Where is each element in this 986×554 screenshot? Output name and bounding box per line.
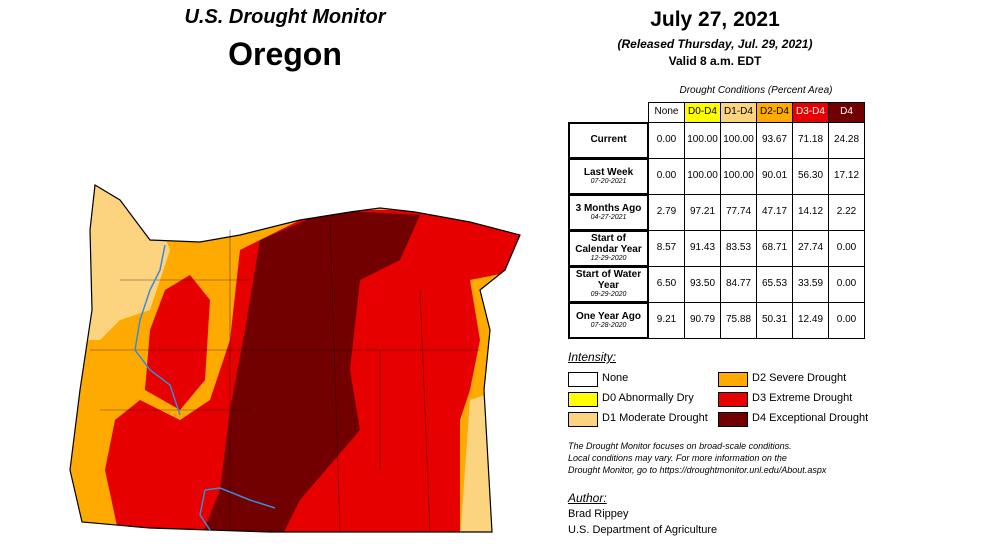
table-cell: 0.00 — [828, 230, 865, 267]
column-header: D0-D4 — [684, 102, 721, 123]
table-cell: 47.17 — [756, 194, 793, 231]
author-title: Author: — [568, 491, 607, 505]
table-cell: 83.53 — [720, 230, 757, 267]
table-cell: 14.12 — [792, 194, 829, 231]
d3-area — [145, 275, 210, 410]
legend-title: Intensity: — [568, 350, 617, 364]
table-cell: 75.88 — [720, 302, 757, 339]
legend-swatch — [718, 412, 748, 427]
row-header: Current — [568, 122, 649, 159]
table-cell: 2.22 — [828, 194, 865, 231]
table-cell: 93.50 — [684, 266, 721, 303]
table-cell: 93.67 — [756, 122, 793, 159]
table-cell: 90.79 — [684, 302, 721, 339]
table-cell: 8.57 — [648, 230, 685, 267]
table-cell: 84.77 — [720, 266, 757, 303]
note-line: Local conditions may vary. For more info… — [568, 453, 787, 463]
column-header: D2-D4 — [756, 102, 793, 123]
table-cell: 17.12 — [828, 158, 865, 195]
row-label: Last Week — [583, 166, 634, 178]
legend-swatch — [568, 392, 598, 407]
county-lines — [90, 219, 480, 531]
date: July 27, 2021 — [650, 8, 780, 31]
table-cell: 77.74 — [720, 194, 757, 231]
table-cell: 71.18 — [792, 122, 829, 159]
column-header: D1-D4 — [720, 102, 757, 123]
table-cell: 9.21 — [648, 302, 685, 339]
row-header: 3 Months Ago 04-27-2021 — [568, 194, 649, 231]
table-cell: 0.00 — [648, 122, 685, 159]
state: Oregon — [228, 36, 342, 72]
legend-label: D0 Abnormally Dry — [602, 392, 694, 404]
table-cell: 6.50 — [648, 266, 685, 303]
row-label: Current — [590, 134, 627, 146]
row-header: Start of Calendar Year 12-29-2020 — [568, 230, 649, 267]
table-cell: 91.43 — [684, 230, 721, 267]
table-cell: 24.28 — [828, 122, 865, 159]
table-cell: 90.01 — [756, 158, 793, 195]
row-header: One Year Ago 07-28-2020 — [568, 302, 649, 339]
legend-swatch — [568, 372, 598, 387]
table-cell: 27.74 — [792, 230, 829, 267]
table-cell: 100.00 — [720, 122, 757, 159]
table-cell: 12.49 — [792, 302, 829, 339]
table-cell: 2.79 — [648, 194, 685, 231]
row-date: 07-20-2021 — [590, 178, 627, 186]
table-cell: 65.53 — [756, 266, 793, 303]
legend-label: None — [602, 372, 629, 384]
table-cell: 68.71 — [756, 230, 793, 267]
valid: Valid 8 a.m. EDT — [668, 54, 762, 68]
released: (Released Thursday, Jul. 29, 2021) — [617, 37, 813, 51]
note-line: The Drought Monitor focuses on broad-sca… — [568, 441, 792, 451]
program: U.S. Drought Monitor — [184, 6, 386, 28]
row-label: Start of Water Year — [575, 269, 642, 291]
river — [134, 244, 276, 531]
row-label: One Year Ago — [575, 310, 642, 322]
legend-label: D4 Exceptional Drought — [752, 412, 869, 424]
row-header: Start of Water Year 09-29-2020 — [568, 266, 649, 303]
column-header: None — [648, 102, 685, 123]
column-header: D4 — [828, 102, 865, 123]
row-label: 3 Months Ago — [575, 202, 642, 214]
table-cell: 0.00 — [828, 266, 865, 303]
legend-label: D2 Severe Drought — [752, 372, 847, 384]
author-org: U.S. Department of Agriculture — [568, 524, 718, 536]
table-cell: 97.21 — [684, 194, 721, 231]
legend-swatch — [568, 412, 598, 427]
table-cell: 100.00 — [720, 158, 757, 195]
table-cell: 56.30 — [792, 158, 829, 195]
table-cell: 0.00 — [648, 158, 685, 195]
map — [69, 184, 521, 533]
table-cell: 0.00 — [828, 302, 865, 339]
row-date: 04-27-2021 — [590, 214, 627, 222]
column-header: D3-D4 — [792, 102, 829, 123]
legend-label: D1 Moderate Drought — [602, 412, 708, 424]
table-cell: 50.31 — [756, 302, 793, 339]
d4-area — [200, 210, 420, 532]
row-label: Start of Calendar Year — [575, 233, 642, 255]
row-date: 07-28-2020 — [590, 322, 627, 330]
table-cell: 100.00 — [684, 122, 721, 159]
legend-swatch — [718, 372, 748, 387]
table-caption: Drought Conditions (Percent Area) — [679, 85, 833, 96]
row-date: 12-29-2020 — [590, 255, 627, 263]
table-cell: 33.59 — [792, 266, 829, 303]
table-cell: 100.00 — [684, 158, 721, 195]
legend-swatch — [718, 392, 748, 407]
legend-label: D3 Extreme Drought — [752, 392, 853, 404]
row-date: 09-29-2020 — [590, 291, 627, 299]
state-border — [69, 184, 521, 533]
row-header: Last Week 07-20-2021 — [568, 158, 649, 195]
author-name: Brad Rippey — [568, 508, 629, 520]
note-line: Drought Monitor, go to https://droughtmo… — [568, 465, 827, 475]
